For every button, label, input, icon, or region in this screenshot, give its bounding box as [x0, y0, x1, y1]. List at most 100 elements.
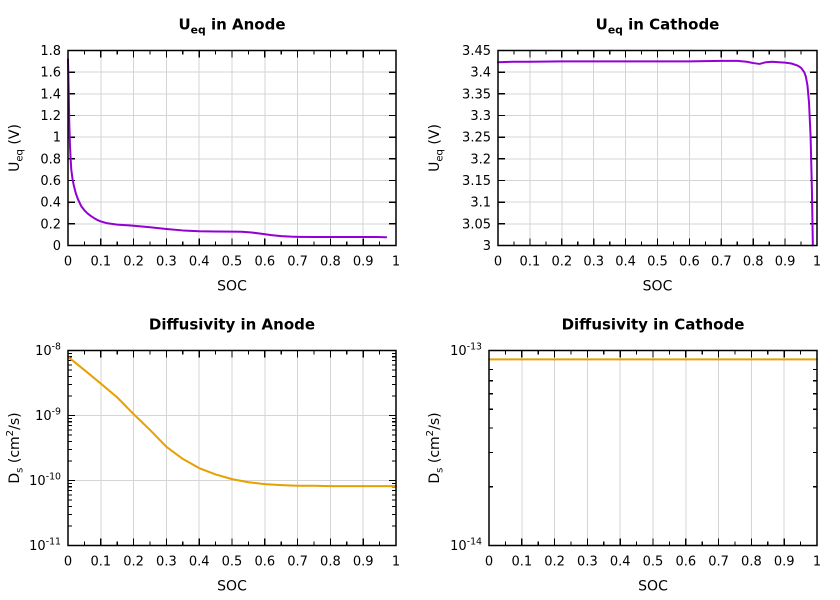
- plot-frame: [67, 349, 397, 547]
- x-tick-label: 0.9: [774, 555, 795, 570]
- series-line-ueq-cathode: [497, 59, 814, 247]
- x-tick-label: 0.5: [222, 555, 243, 570]
- x-tick-label: 0.9: [353, 255, 374, 270]
- panel-diffusivity-anode: 0 0.1 0.2 0.3 0.4 0.5 0.6 0.7 0.8 0.9 1 10-11 10-10 1…: [0, 300, 420, 600]
- x-tick-label: 0.8: [320, 255, 341, 270]
- x-tick-label: 0.3: [156, 555, 177, 570]
- plot-title: Diffusivity in Cathode: [562, 316, 745, 334]
- y-tick-label: 10-8: [35, 342, 61, 359]
- panel-ueq-anode: 0 0.1 0.2 0.3 0.4 0.5 0.6 0.7 0.8 0.9 1 0 0.2 0.4 0.6 0…: [0, 0, 420, 300]
- y-tick-label: 10-11: [29, 537, 61, 554]
- x-tick-label: 0.5: [647, 255, 668, 270]
- plot-title: Diffusivity in Anode: [149, 316, 315, 334]
- x-tick-label: 0.5: [222, 255, 243, 270]
- y-tick-label: 1: [53, 131, 61, 146]
- diffusivity-cathode-chart: 0 0.1 0.2 0.3 0.4 0.5 0.6 0.7 0.8 0.9 1 10-14 10-13 D…: [425, 316, 821, 595]
- y-axis-label: Ds (cm2/s): [5, 412, 26, 483]
- panel-ueq-cathode: 0 0.1 0.2 0.3 0.4 0.5 0.6 0.7 0.8 0.9 1 3 3.05 3.1 3.1…: [420, 0, 840, 300]
- x-tick-label: 0.9: [775, 255, 796, 270]
- y-tick-label: 1.2: [40, 109, 61, 124]
- x-axis-label: SOC: [217, 579, 247, 595]
- x-tick-label: 0.8: [320, 555, 341, 570]
- y-tick-label: 3.3: [470, 109, 491, 124]
- y-axis-label: Ueq (V): [427, 124, 446, 172]
- y-tick-label: 1.4: [40, 87, 61, 102]
- x-tick-label: 0.4: [189, 255, 210, 270]
- x-tick-label: 0.1: [520, 255, 541, 270]
- x-tick-label: 0.2: [123, 255, 144, 270]
- x-tick-label: 0.5: [643, 555, 664, 570]
- x-tick-label: 0.7: [287, 255, 308, 270]
- y-tick-label: 3.45: [462, 44, 491, 59]
- y-axis-label: Ds (cm2/s): [425, 412, 446, 483]
- y-tick-label: 0.6: [40, 174, 61, 189]
- y-tick-label: 0.4: [40, 196, 61, 211]
- y-tick-label: 3.1: [470, 196, 491, 211]
- x-tick-label: 0.4: [610, 555, 631, 570]
- y-tick-label: 3.25: [462, 131, 491, 146]
- plot-frame: [67, 49, 397, 247]
- y-tick-label: 3.2: [470, 152, 491, 167]
- x-tick-label: 0.2: [544, 555, 565, 570]
- y-tick-label: 0.2: [40, 217, 61, 232]
- y-tick-label: 0.8: [40, 152, 61, 167]
- x-tick-label: 0: [64, 255, 72, 270]
- plot-frame: [488, 349, 818, 547]
- grid: [521, 350, 785, 546]
- y-axis-label: Ueq (V): [7, 124, 26, 172]
- x-tick-label: 0.6: [675, 555, 696, 570]
- x-tick-label: 0.1: [90, 555, 111, 570]
- y-tick-label: 3.35: [462, 87, 491, 102]
- plot-title: Ueq in Cathode: [596, 16, 720, 37]
- x-tick-label: 0.4: [189, 555, 210, 570]
- x-tick-label: 0.6: [254, 255, 275, 270]
- grid: [68, 350, 396, 546]
- y-tick-label: 1.6: [40, 66, 61, 81]
- plot-frame: [497, 49, 818, 247]
- y-tick-label: 10-10: [29, 472, 61, 489]
- x-tick-label: 0.6: [254, 555, 275, 570]
- y-tick-label: 3: [483, 239, 491, 254]
- y-tick-label: 3.4: [470, 66, 491, 81]
- grid: [68, 50, 396, 246]
- y-tick-label: 1.8: [40, 44, 61, 59]
- x-tick-label: 0: [494, 255, 502, 270]
- x-tick-label: 1: [392, 555, 400, 570]
- x-tick-label: 1: [392, 255, 400, 270]
- y-tick-label: 10-9: [35, 407, 61, 424]
- series-line-diffusivity-anode: [67, 355, 397, 488]
- plot-title: Ueq in Anode: [178, 16, 285, 37]
- y-tick-label: 3.05: [462, 217, 491, 232]
- x-tick-label: 0.2: [123, 555, 144, 570]
- x-tick-label: 0.3: [577, 555, 598, 570]
- x-tick-label: 1: [813, 555, 821, 570]
- x-tick-label: 0: [485, 555, 493, 570]
- x-tick-label: 0.6: [679, 255, 700, 270]
- grid: [498, 50, 817, 246]
- x-tick-label: 0.7: [287, 555, 308, 570]
- y-tick-label: 3.15: [462, 174, 491, 189]
- x-axis-label: SOC: [643, 279, 673, 295]
- x-tick-label: 0.1: [511, 555, 532, 570]
- ueq-anode-chart: 0 0.1 0.2 0.3 0.4 0.5 0.6 0.7 0.8 0.9 1 0 0.2 0.4 0.6 0…: [7, 16, 400, 295]
- y-tick-label: 10-13: [450, 342, 482, 359]
- diffusivity-anode-chart: 0 0.1 0.2 0.3 0.4 0.5 0.6 0.7 0.8 0.9 1 10-11 10-10 1…: [5, 316, 400, 595]
- x-tick-label: 1: [813, 255, 821, 270]
- series-line-ueq-anode: [67, 58, 388, 239]
- x-tick-label: 0.1: [90, 255, 111, 270]
- x-axis-label: SOC: [217, 279, 247, 295]
- x-tick-label: 0.8: [741, 555, 762, 570]
- x-tick-label: 0.3: [156, 255, 177, 270]
- x-tick-label: 0.9: [353, 555, 374, 570]
- x-axis-label: SOC: [638, 579, 668, 595]
- x-tick-label: 0.7: [711, 255, 732, 270]
- x-tick-label: 0: [64, 555, 72, 570]
- x-tick-label: 0.4: [615, 255, 636, 270]
- x-tick-label: 0.3: [583, 255, 604, 270]
- y-tick-label: 0: [53, 239, 61, 254]
- y-tick-label: 10-14: [450, 537, 482, 554]
- x-tick-label: 0.7: [708, 555, 729, 570]
- x-tick-label: 0.8: [743, 255, 764, 270]
- ueq-cathode-chart: 0 0.1 0.2 0.3 0.4 0.5 0.6 0.7 0.8 0.9 1 3 3.05 3.1 3.1…: [427, 16, 821, 295]
